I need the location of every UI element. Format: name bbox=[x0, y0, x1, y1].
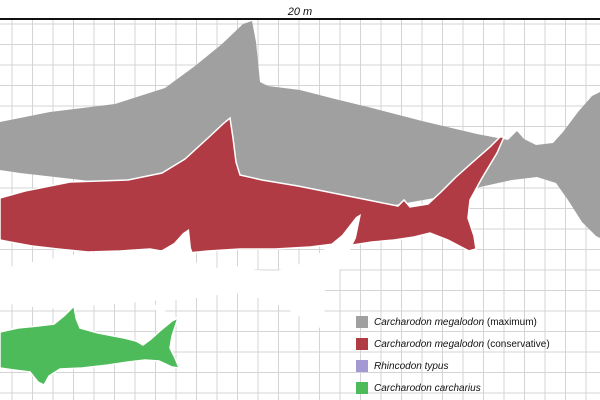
legend-swatch bbox=[356, 382, 368, 394]
legend-item-great-white: Carcharodon carcharius bbox=[356, 377, 596, 399]
great-white-silhouette bbox=[0, 304, 181, 386]
legend-item-megalodon-maximum: Carcharodon megalodon (maximum) bbox=[356, 311, 596, 333]
legend-species-name: Rhincodon typus bbox=[374, 360, 449, 372]
scale-label: 20 m bbox=[287, 6, 313, 18]
legend-note: (maximum) bbox=[486, 316, 537, 328]
legend-item-megalodon-conservative: Carcharodon megalodon (conservative) bbox=[356, 333, 596, 355]
legend-species-name: Carcharodon megalodon bbox=[374, 316, 485, 328]
legend-species-name: Carcharodon carcharius bbox=[374, 382, 481, 394]
megalodon-conservative-silhouette bbox=[0, 116, 506, 255]
whale-shark-silhouette bbox=[0, 214, 361, 330]
legend: Carcharodon megalodon (maximum) Carcharo… bbox=[356, 311, 596, 399]
legend-swatch bbox=[356, 360, 368, 372]
legend-species-name: Carcharodon megalodon bbox=[374, 338, 485, 350]
whale-shark-pectoral-fin bbox=[150, 301, 184, 321]
legend-note: (conservative) bbox=[486, 338, 550, 350]
legend-item-whale-shark: Rhincodon typus bbox=[356, 355, 596, 377]
legend-swatch bbox=[356, 338, 368, 350]
legend-swatch bbox=[356, 316, 368, 328]
